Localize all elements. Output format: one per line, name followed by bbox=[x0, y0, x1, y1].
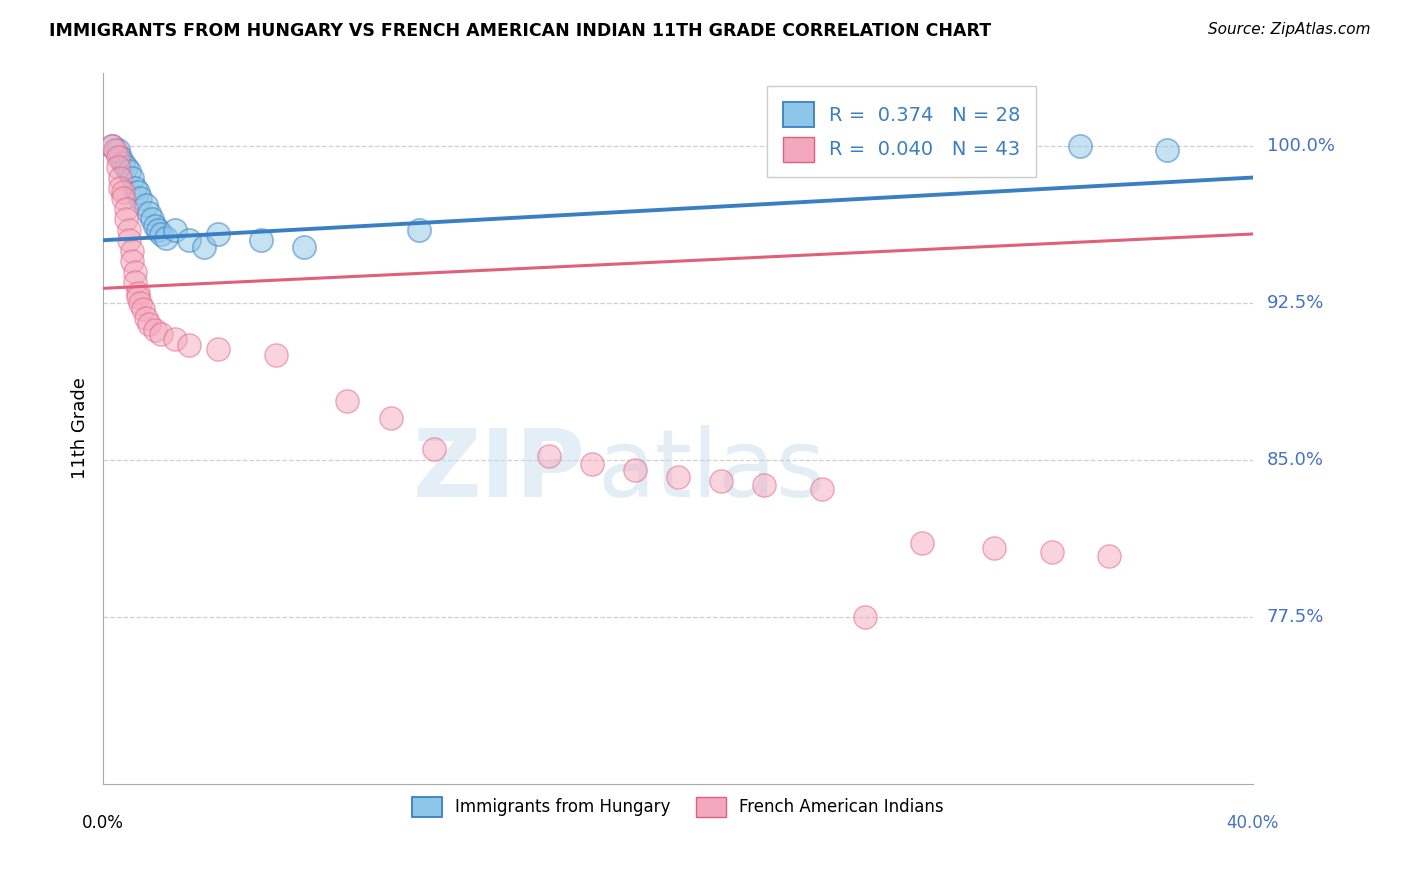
Point bbox=[264, 348, 287, 362]
Point bbox=[1069, 139, 1091, 153]
Point bbox=[110, 170, 132, 185]
Point bbox=[107, 150, 129, 164]
Point bbox=[710, 474, 733, 488]
Text: atlas: atlas bbox=[598, 425, 825, 517]
Point bbox=[100, 139, 122, 153]
Text: 92.5%: 92.5% bbox=[1267, 294, 1324, 312]
Point bbox=[149, 327, 172, 342]
Point bbox=[138, 206, 160, 220]
Point bbox=[110, 181, 132, 195]
Point bbox=[1040, 545, 1063, 559]
Point bbox=[143, 323, 166, 337]
Point bbox=[163, 223, 186, 237]
Point bbox=[624, 463, 647, 477]
Point bbox=[537, 449, 560, 463]
Point bbox=[107, 144, 129, 158]
Point bbox=[207, 227, 229, 241]
Y-axis label: 11th Grade: 11th Grade bbox=[72, 377, 89, 479]
Point bbox=[292, 239, 315, 253]
Point bbox=[127, 285, 149, 300]
Point bbox=[112, 156, 135, 170]
Point bbox=[110, 150, 132, 164]
Point bbox=[121, 170, 143, 185]
Point bbox=[155, 231, 177, 245]
Point bbox=[193, 239, 215, 253]
Point bbox=[121, 244, 143, 258]
Point bbox=[127, 290, 149, 304]
Point bbox=[810, 482, 832, 496]
Point bbox=[853, 609, 876, 624]
Point bbox=[100, 139, 122, 153]
Point bbox=[179, 233, 201, 247]
Point bbox=[336, 394, 359, 409]
Point bbox=[141, 212, 163, 227]
Point bbox=[121, 254, 143, 268]
Point bbox=[408, 223, 430, 237]
Point bbox=[146, 223, 169, 237]
Point bbox=[138, 317, 160, 331]
Text: 40.0%: 40.0% bbox=[1226, 814, 1279, 832]
Text: 100.0%: 100.0% bbox=[1267, 137, 1334, 155]
Point bbox=[124, 264, 146, 278]
Point bbox=[163, 331, 186, 345]
Point bbox=[112, 191, 135, 205]
Point bbox=[124, 275, 146, 289]
Text: IMMIGRANTS FROM HUNGARY VS FRENCH AMERICAN INDIAN 11TH GRADE CORRELATION CHART: IMMIGRANTS FROM HUNGARY VS FRENCH AMERIC… bbox=[49, 22, 991, 40]
Point bbox=[207, 342, 229, 356]
Point bbox=[115, 160, 138, 174]
Text: ZIP: ZIP bbox=[413, 425, 586, 517]
Point bbox=[107, 160, 129, 174]
Text: Source: ZipAtlas.com: Source: ZipAtlas.com bbox=[1208, 22, 1371, 37]
Point bbox=[115, 212, 138, 227]
Point bbox=[179, 338, 201, 352]
Point bbox=[897, 144, 920, 158]
Point bbox=[135, 197, 157, 211]
Point bbox=[983, 541, 1005, 555]
Point bbox=[581, 457, 603, 471]
Point bbox=[666, 469, 689, 483]
Point bbox=[127, 185, 149, 199]
Text: 85.0%: 85.0% bbox=[1267, 450, 1324, 469]
Point bbox=[143, 219, 166, 233]
Point bbox=[149, 227, 172, 241]
Text: 77.5%: 77.5% bbox=[1267, 607, 1324, 625]
Point bbox=[754, 478, 776, 492]
Point bbox=[250, 233, 273, 247]
Point bbox=[118, 223, 141, 237]
Text: 0.0%: 0.0% bbox=[82, 814, 124, 832]
Point bbox=[422, 442, 444, 457]
Point bbox=[380, 411, 402, 425]
Point bbox=[112, 185, 135, 199]
Point bbox=[1098, 549, 1121, 563]
Point bbox=[132, 302, 155, 317]
Legend: Immigrants from Hungary, French American Indians: Immigrants from Hungary, French American… bbox=[404, 789, 952, 825]
Point bbox=[115, 202, 138, 216]
Point bbox=[911, 536, 934, 550]
Point bbox=[129, 296, 152, 310]
Point bbox=[118, 233, 141, 247]
Point bbox=[1156, 144, 1178, 158]
Point bbox=[129, 191, 152, 205]
Point bbox=[104, 144, 127, 158]
Point bbox=[969, 144, 991, 158]
Point bbox=[124, 181, 146, 195]
Point bbox=[135, 310, 157, 325]
Point bbox=[118, 164, 141, 178]
